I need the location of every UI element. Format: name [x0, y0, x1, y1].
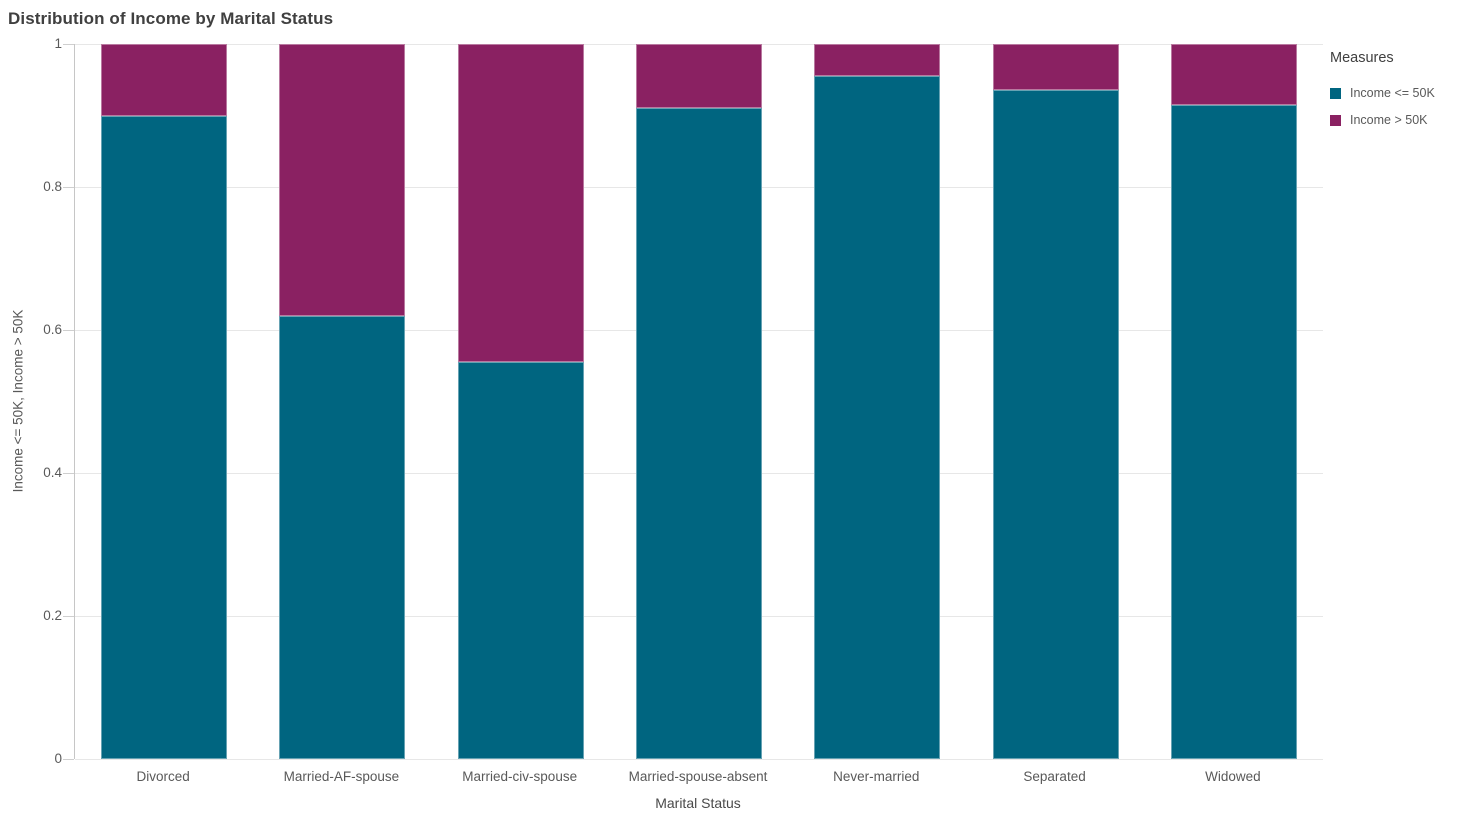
x-tick-label: Separated: [1023, 769, 1086, 784]
bar-divorced[interactable]: [101, 44, 228, 759]
bar-segment[interactable]: [279, 44, 406, 316]
bar-segment[interactable]: [457, 362, 584, 759]
y-tick-mark: [63, 330, 74, 331]
legend-item[interactable]: Income > 50K: [1330, 113, 1462, 127]
bar-married-spouse-absent[interactable]: [636, 44, 762, 759]
bar-segment[interactable]: [814, 44, 941, 77]
bar-segment[interactable]: [279, 315, 406, 759]
bar-segment[interactable]: [1170, 104, 1297, 759]
y-tick-mark: [63, 759, 74, 760]
x-tick-label: Married-spouse-absent: [628, 769, 768, 784]
y-tick-mark: [63, 44, 74, 45]
legend-swatch-icon: [1330, 87, 1341, 99]
y-tick-label: 0.8: [43, 179, 62, 194]
bar-segment[interactable]: [636, 44, 762, 109]
legend: Measures Income <= 50K Income > 50K: [1330, 50, 1462, 140]
legend-swatch-icon: [1330, 114, 1341, 126]
bar-segment[interactable]: [992, 90, 1119, 759]
legend-label: Income <= 50K: [1350, 86, 1435, 100]
bar-segment[interactable]: [1170, 44, 1297, 105]
x-axis-title: Marital Status: [655, 795, 741, 811]
bar-widowed[interactable]: [1170, 44, 1297, 759]
y-tick-label: 0: [54, 751, 62, 766]
legend-title: Measures: [1330, 50, 1394, 66]
bar-segment[interactable]: [636, 108, 762, 759]
chart-title: Distribution of Income by Marital Status: [8, 9, 334, 28]
x-tick-label: Married-civ-spouse: [462, 769, 578, 784]
bar-segment[interactable]: [814, 76, 941, 759]
x-tick-label: Married-AF-spouse: [283, 769, 400, 784]
bar-married-af-spouse[interactable]: [279, 44, 406, 759]
legend-items: Income <= 50K Income > 50K: [1330, 86, 1462, 127]
legend-item[interactable]: Income <= 50K: [1330, 86, 1462, 100]
bar-separated[interactable]: [992, 44, 1119, 759]
x-tick-label: Widowed: [1205, 769, 1261, 784]
bar-married-civ-spouse[interactable]: [457, 44, 584, 759]
bar-segment[interactable]: [101, 44, 228, 116]
plot-area: [74, 44, 1323, 760]
legend-label: Income > 50K: [1350, 113, 1428, 127]
y-tick-label: 0.4: [43, 465, 62, 480]
y-tick-mark: [63, 473, 74, 474]
bar-segment[interactable]: [457, 44, 584, 363]
y-tick-label: 0.2: [43, 608, 62, 623]
bar-segment[interactable]: [992, 44, 1119, 91]
gridline: [75, 759, 1323, 760]
y-tick-mark: [63, 187, 74, 188]
x-tick-label: Never-married: [833, 769, 920, 784]
x-tick-label: Divorced: [136, 769, 190, 784]
y-tick-label: 0.6: [43, 322, 62, 337]
bar-segment[interactable]: [101, 115, 228, 759]
bar-never-married[interactable]: [814, 44, 941, 759]
y-tick-mark: [63, 616, 74, 617]
y-tick-label: 1: [54, 36, 62, 51]
